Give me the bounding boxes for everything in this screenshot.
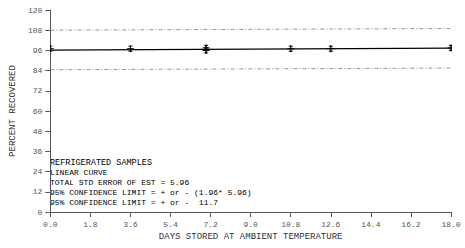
svg-text:3.6: 3.6 xyxy=(123,220,138,229)
svg-text:7.2: 7.2 xyxy=(203,220,218,229)
svg-text:60: 60 xyxy=(33,107,43,116)
svg-text:72: 72 xyxy=(33,86,43,95)
svg-text:95% CONFIDENCE LIMIT = + or -: 95% CONFIDENCE LIMIT = + or - (1.96* 5.9… xyxy=(50,188,252,197)
svg-text:LINEAR CURVE: LINEAR CURVE xyxy=(50,168,108,177)
svg-text:1.8: 1.8 xyxy=(83,220,98,229)
svg-text:120: 120 xyxy=(28,6,43,15)
svg-text:14.4: 14.4 xyxy=(361,220,380,229)
svg-text:9.0: 9.0 xyxy=(243,220,258,229)
svg-text:5.4: 5.4 xyxy=(163,220,178,229)
svg-text:108: 108 xyxy=(28,26,43,35)
svg-text:12.6: 12.6 xyxy=(321,220,340,229)
svg-text:DAYS STORED AT AMBIENT TEMPERA: DAYS STORED AT AMBIENT TEMPERATURE xyxy=(159,232,343,242)
svg-text:0.0: 0.0 xyxy=(43,220,58,229)
svg-text:96: 96 xyxy=(33,46,43,55)
svg-text:84: 84 xyxy=(33,66,43,75)
svg-text:TOTAL STD ERROR OF EST = 5.96: TOTAL STD ERROR OF EST = 5.96 xyxy=(50,178,189,187)
svg-text:16.2: 16.2 xyxy=(401,220,420,229)
svg-text:0: 0 xyxy=(37,208,42,217)
svg-text:18.0: 18.0 xyxy=(441,220,460,229)
svg-text:48: 48 xyxy=(33,127,43,136)
svg-text:12: 12 xyxy=(33,187,43,196)
svg-text:REFRIGERATED SAMPLES: REFRIGERATED SAMPLES xyxy=(50,158,152,168)
svg-text:10.8: 10.8 xyxy=(281,220,300,229)
svg-text:PERCENT RECOVERED: PERCENT RECOVERED xyxy=(8,65,18,157)
svg-text:24: 24 xyxy=(33,167,43,176)
svg-text:95% CONFIDENCE LIMIT = + or -: 95% CONFIDENCE LIMIT = + or - 11.7 xyxy=(50,198,218,207)
svg-text:36: 36 xyxy=(33,147,43,156)
